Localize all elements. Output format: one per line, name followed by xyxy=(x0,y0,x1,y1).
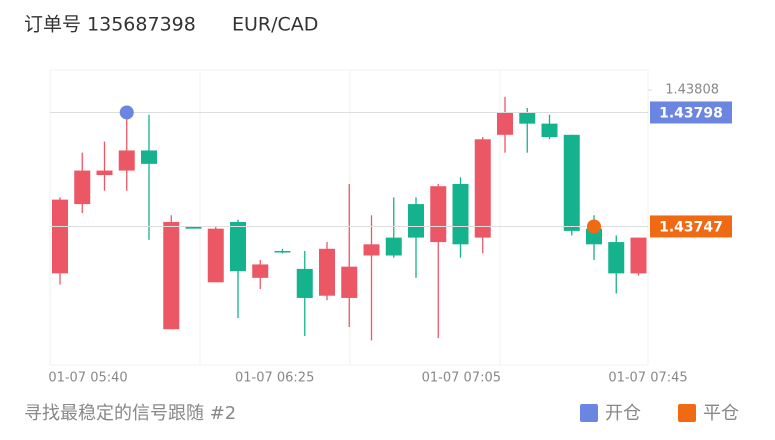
legend-swatch xyxy=(678,404,696,422)
price-badge xyxy=(650,101,732,124)
candle-body xyxy=(319,248,335,296)
x-tick-label: 01-07 07:45 xyxy=(608,371,687,386)
price-badge-label: 1.43798 xyxy=(659,105,723,121)
candle-body xyxy=(519,112,536,124)
candle-body xyxy=(274,251,291,253)
candle-body xyxy=(207,228,224,283)
plot-frame xyxy=(49,69,649,366)
candle-body xyxy=(96,170,113,176)
candle-body xyxy=(630,237,647,274)
legend-label: 开仓 xyxy=(605,403,641,424)
price-badge xyxy=(650,215,732,238)
chart-subtitle: EUR/CAD xyxy=(232,14,318,36)
x-tick-label: 01-07 06:25 xyxy=(235,371,314,386)
candle-body xyxy=(430,186,447,243)
x-tick-label: 01-07 07:05 xyxy=(422,371,501,386)
candle-body xyxy=(474,139,491,238)
candle-body xyxy=(118,150,135,171)
candle-body xyxy=(163,221,180,330)
candle-body xyxy=(296,268,313,298)
candle-body xyxy=(563,134,580,231)
candle-body xyxy=(586,228,602,245)
footer: 寻找最稳定的信号跟随 #2 xyxy=(24,403,236,424)
marker xyxy=(587,219,601,234)
candle-body xyxy=(363,244,380,256)
x-tick-label: 01-07 05:40 xyxy=(48,371,127,386)
candle-body xyxy=(341,266,358,298)
candle-body xyxy=(541,123,558,138)
candle-body xyxy=(408,204,424,238)
candle-body xyxy=(52,199,68,274)
chart-title: 订单号 135687398 xyxy=(24,14,196,36)
candle-body xyxy=(452,183,469,245)
legend-label: 平仓 xyxy=(703,403,739,424)
candle-body xyxy=(74,170,91,205)
marker xyxy=(119,105,134,120)
candle-body xyxy=(185,226,202,229)
candle-body xyxy=(252,264,269,278)
y-tick-label: 1.43808 xyxy=(665,83,719,98)
candle-body xyxy=(608,242,625,274)
candle-body xyxy=(497,112,513,135)
candle-body xyxy=(141,150,157,164)
price-badge-label: 1.43747 xyxy=(659,219,723,235)
legend-swatch xyxy=(580,404,598,422)
candle-body xyxy=(385,237,402,256)
candle-body xyxy=(230,221,246,272)
